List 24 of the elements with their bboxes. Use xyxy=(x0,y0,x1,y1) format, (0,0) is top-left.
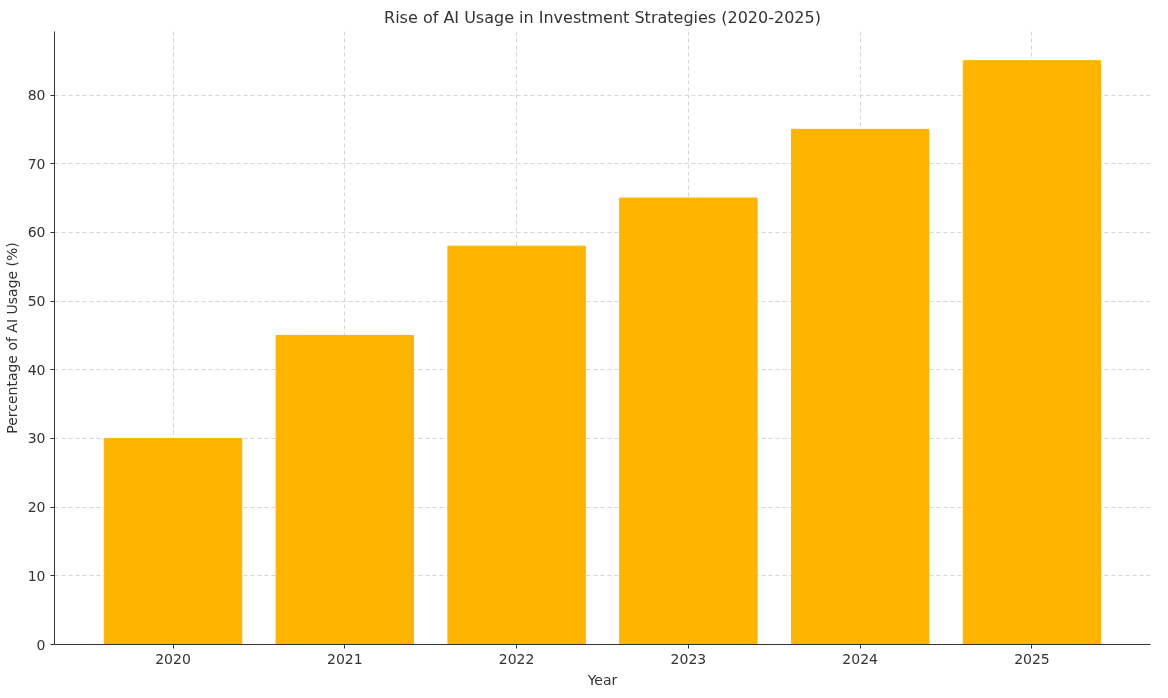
y-tick-label: 0 xyxy=(36,636,46,653)
bar xyxy=(962,60,1102,645)
x-tick-label: 2022 xyxy=(498,650,535,667)
bar xyxy=(275,334,415,645)
y-tick-label: 70 xyxy=(27,155,46,172)
y-tick-label: 60 xyxy=(27,224,46,241)
x-tick-label: 2020 xyxy=(155,650,191,667)
bar xyxy=(103,437,243,645)
y-tick-label: 20 xyxy=(27,499,46,516)
bar xyxy=(790,128,930,645)
x-tick-label: 2021 xyxy=(327,650,363,667)
bar xyxy=(619,197,758,645)
y-tick-label: 80 xyxy=(27,87,46,104)
y-tick-label: 10 xyxy=(27,567,46,584)
bar xyxy=(447,245,586,645)
x-tick-label: 2025 xyxy=(1014,650,1050,667)
x-tick-label: 2024 xyxy=(842,650,879,667)
y-axis-title: Percentage of AI Usage (%) xyxy=(3,242,20,434)
y-tick-label: 50 xyxy=(27,293,46,310)
x-axis-title: Year xyxy=(586,671,618,688)
y-tick-label: 40 xyxy=(27,361,46,378)
y-tick-label: 30 xyxy=(27,430,46,447)
x-tick-label: 2023 xyxy=(670,650,707,667)
chart-title: Rise of AI Usage in Investment Strategies (2020-2025) xyxy=(384,7,821,27)
